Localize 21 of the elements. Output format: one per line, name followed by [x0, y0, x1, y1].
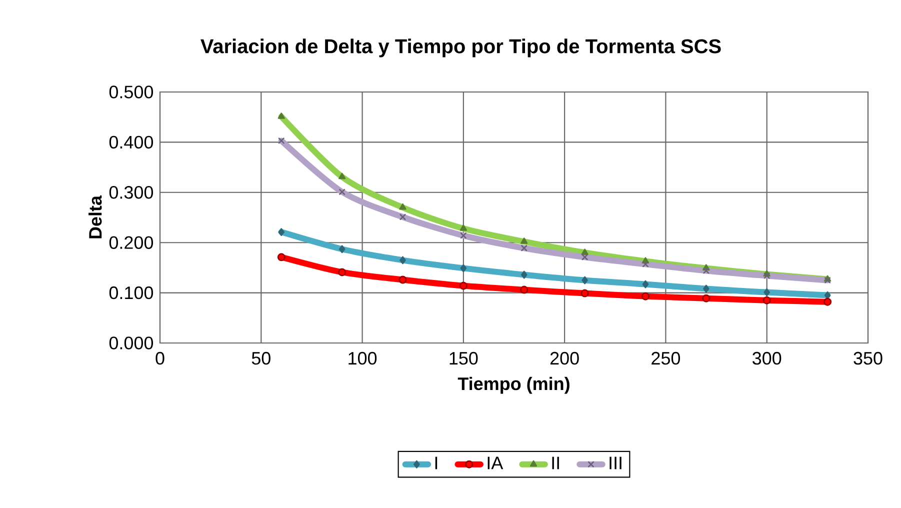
x-tick-label: 50: [252, 352, 270, 365]
y-tick-label: 0.300: [109, 186, 154, 199]
legend-label: I: [435, 456, 438, 470]
x-tick-label: 150: [450, 352, 478, 365]
y-tick-label: 0.000: [109, 336, 154, 350]
y-tick-label: 0.100: [109, 286, 154, 300]
x-tick-label: 0: [156, 352, 164, 365]
y-tick-label: 0.200: [109, 236, 154, 249]
legend-label: II: [552, 456, 559, 470]
legend-label: III: [610, 456, 622, 470]
y-axis-title: Delta: [88, 195, 102, 238]
y-tick-label: 0.500: [109, 86, 154, 98]
x-tick-label: 300: [752, 352, 782, 365]
x-tick-label: 250: [652, 352, 680, 365]
chart-title: Variacion de Delta y Tiempo por Tipo de Tormenta SCS: [200, 38, 721, 58]
x-axis-title: Tiempo (min): [458, 376, 570, 394]
legend-label: IA: [488, 456, 504, 470]
x-tick-label: 200: [550, 352, 579, 365]
x-tick-label: 100: [348, 352, 377, 365]
y-tick-label: 0.400: [109, 136, 154, 149]
x-tick-label: 350: [854, 352, 882, 365]
